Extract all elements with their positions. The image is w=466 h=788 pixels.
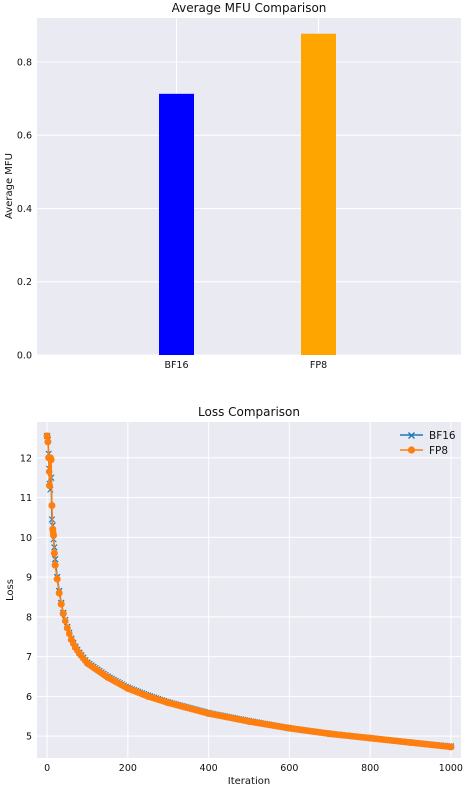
loss-x-tick-label: 1000 bbox=[439, 763, 463, 774]
mfu-y-tick-label: 0.0 bbox=[17, 351, 32, 362]
loss-y-tick-label: 8 bbox=[26, 612, 32, 623]
loss-y-tick-label: 6 bbox=[26, 692, 32, 703]
data-point-fp8 bbox=[47, 456, 55, 464]
data-point-fp8 bbox=[366, 734, 374, 742]
data-point-fp8 bbox=[48, 502, 56, 510]
bar-bf16 bbox=[159, 93, 194, 355]
loss-y-tick-label: 11 bbox=[20, 493, 32, 504]
data-point-fp8 bbox=[447, 743, 455, 751]
loss-plot-area bbox=[37, 422, 461, 758]
marker-dot bbox=[61, 617, 69, 625]
loss-y-tick-label: 7 bbox=[26, 652, 32, 663]
mfu-y-tick-label: 0.4 bbox=[17, 204, 32, 215]
mfu-chart-title: Average MFU Comparison bbox=[172, 1, 327, 15]
data-point-fp8 bbox=[285, 724, 293, 732]
data-point-fp8 bbox=[46, 482, 54, 490]
data-point-fp8 bbox=[144, 692, 152, 700]
data-point-fp8 bbox=[205, 709, 213, 717]
data-point-fp8 bbox=[43, 432, 51, 440]
data-point-fp8 bbox=[57, 600, 65, 608]
data-point-fp8 bbox=[67, 636, 75, 644]
series-markers-fp8 bbox=[43, 432, 455, 751]
loss-chart-title: Loss Comparison bbox=[198, 405, 300, 419]
loss-chart: 5 6 7 8 9 10 11 12 0 200 400 600 800 1000 Loss Compa… bbox=[5, 405, 463, 787]
data-point-fp8 bbox=[44, 438, 52, 446]
loss-x-tick-label: 800 bbox=[361, 763, 379, 774]
data-point-fp8 bbox=[49, 525, 57, 533]
mfu-y-tick-label: 0.6 bbox=[17, 131, 32, 142]
loss-y-ticks: 5 6 7 8 9 10 11 12 bbox=[20, 453, 32, 742]
mfu-x-ticks: BF16 FP8 bbox=[164, 360, 327, 371]
loss-x-tick-label: 200 bbox=[119, 763, 137, 774]
data-point-fp8 bbox=[50, 531, 58, 539]
data-point-fp8 bbox=[124, 684, 132, 692]
series-fp8 bbox=[43, 432, 455, 751]
mfu-x-tick-label: FP8 bbox=[310, 360, 327, 371]
loss-x-tick-label: 0 bbox=[44, 763, 50, 774]
marker-dot bbox=[66, 630, 73, 638]
loss-y-tick-label: 5 bbox=[26, 732, 32, 743]
mfu-x-tick-label: BF16 bbox=[164, 360, 188, 371]
data-point-fp8 bbox=[71, 643, 79, 651]
data-point-fp8 bbox=[83, 659, 91, 667]
mfu-y-axis-label: Average MFU bbox=[4, 153, 15, 219]
loss-x-tick-label: 600 bbox=[280, 763, 298, 774]
legend: BF16 FP8 bbox=[400, 430, 456, 457]
mfu-y-tick-label: 0.2 bbox=[17, 277, 32, 288]
legend-bf16-label: BF16 bbox=[429, 430, 456, 442]
legend-bf16-marker-icon bbox=[408, 432, 415, 439]
mfu-y-tick-label: 0.8 bbox=[17, 57, 32, 68]
loss-y-tick-label: 9 bbox=[26, 573, 32, 584]
mfu-bars bbox=[159, 33, 336, 355]
data-point-fp8 bbox=[55, 589, 63, 597]
data-point-fp8 bbox=[53, 575, 61, 583]
bar-fp8 bbox=[301, 33, 336, 355]
loss-x-tick-label: 400 bbox=[200, 763, 218, 774]
data-point-fp8 bbox=[59, 610, 67, 618]
loss-grid bbox=[37, 422, 461, 758]
data-point-fp8 bbox=[407, 738, 415, 746]
legend-fp8-marker-icon bbox=[407, 446, 416, 454]
mfu-plot-area bbox=[37, 18, 461, 355]
mfu-chart: 0.0 0.2 0.4 0.6 0.8 BF16 FP8 Average MFU Comp… bbox=[4, 1, 461, 371]
mfu-y-ticks: 0.0 0.2 0.4 0.6 0.8 bbox=[17, 57, 32, 361]
loss-y-tick-label: 12 bbox=[20, 453, 32, 464]
data-point-fp8 bbox=[164, 699, 172, 707]
data-point-fp8 bbox=[75, 649, 83, 657]
loss-lines bbox=[43, 432, 455, 751]
data-point-fp8 bbox=[104, 673, 112, 681]
data-point-fp8 bbox=[326, 730, 334, 738]
data-point-fp8 bbox=[63, 624, 71, 632]
data-point-fp8 bbox=[51, 561, 59, 569]
marker-dot bbox=[45, 468, 53, 476]
loss-x-ticks: 0 200 400 600 800 1000 bbox=[44, 763, 463, 774]
data-point-fp8 bbox=[50, 549, 58, 557]
legend-fp8-label: FP8 bbox=[429, 445, 448, 457]
loss-y-tick-label: 10 bbox=[20, 533, 32, 544]
loss-y-axis-label: Loss bbox=[5, 579, 16, 601]
loss-x-axis-label: Iteration bbox=[228, 776, 270, 787]
data-point-fp8 bbox=[245, 717, 253, 725]
